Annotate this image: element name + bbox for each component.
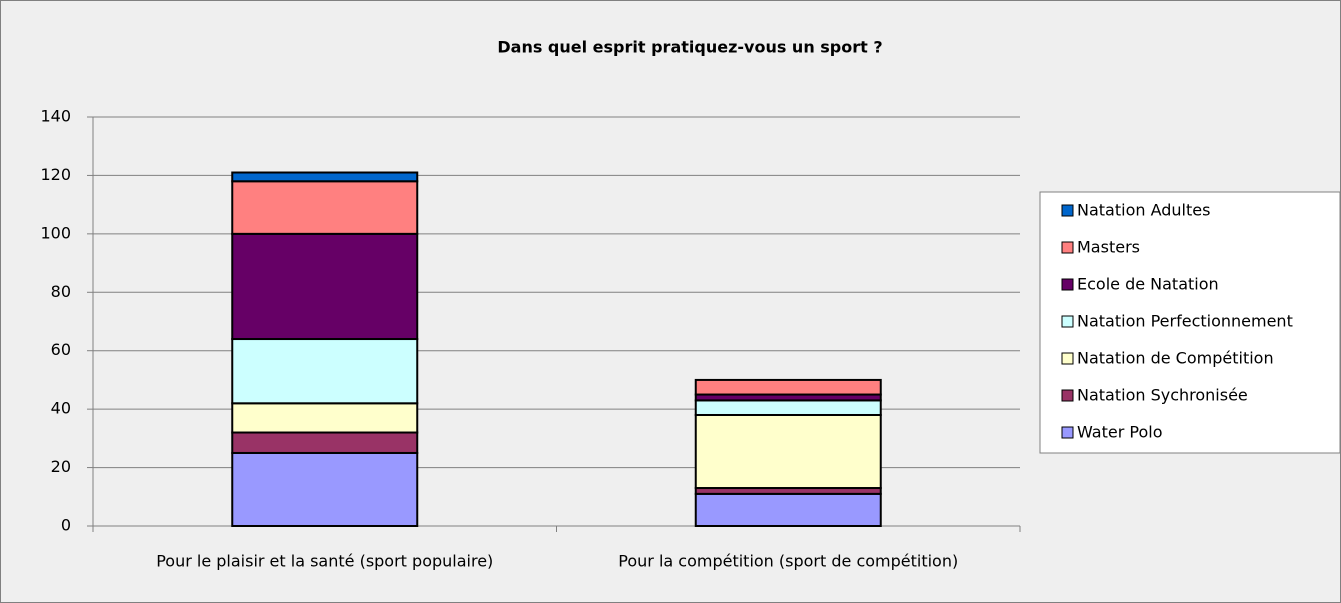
legend-label: Natation Sychronisée <box>1077 386 1248 405</box>
legend-label: Natation Perfectionnement <box>1077 312 1293 331</box>
legend-label: Natation Adultes <box>1077 201 1210 220</box>
legend-swatch <box>1061 426 1074 439</box>
legend-label: Natation de Compétition <box>1077 349 1274 368</box>
y-tick-label: 120 <box>40 165 71 184</box>
legend-swatch <box>1061 241 1074 254</box>
y-tick-label: 40 <box>51 399 71 418</box>
legend-swatch <box>1061 389 1074 402</box>
legend-swatch <box>1061 352 1074 365</box>
bar-segment <box>231 431 419 454</box>
legend-swatch <box>1061 204 1074 217</box>
bar-segment <box>694 492 882 528</box>
bar-segment <box>694 413 882 490</box>
legend-box <box>1039 191 1341 454</box>
x-tick-label: Pour le plaisir et la santé (sport popul… <box>156 552 493 571</box>
bar-segment <box>231 180 419 235</box>
legend-swatch <box>1061 315 1074 328</box>
bar-segment <box>231 402 419 434</box>
y-tick-label: 60 <box>51 340 71 359</box>
legend-label: Water Polo <box>1077 423 1162 442</box>
legend-label: Ecole de Natation <box>1077 275 1219 294</box>
chart-title: Dans quel esprit pratiquez-vous un sport… <box>497 38 882 57</box>
bar-segment <box>231 171 419 183</box>
y-tick-label: 100 <box>40 223 71 242</box>
bar-segment <box>694 378 882 396</box>
y-tick-label: 20 <box>51 457 71 476</box>
bar-segment <box>231 338 419 405</box>
legend-swatch <box>1061 278 1074 291</box>
bar-segment <box>231 232 419 341</box>
y-tick-label: 80 <box>51 282 71 301</box>
y-tick-label: 140 <box>40 107 71 126</box>
bar-segment <box>231 451 419 528</box>
bar-segment <box>694 399 882 416</box>
legend-label: Masters <box>1077 238 1140 257</box>
y-tick-label: 0 <box>61 516 71 535</box>
x-tick-label: Pour la compétition (sport de compétitio… <box>618 552 958 571</box>
